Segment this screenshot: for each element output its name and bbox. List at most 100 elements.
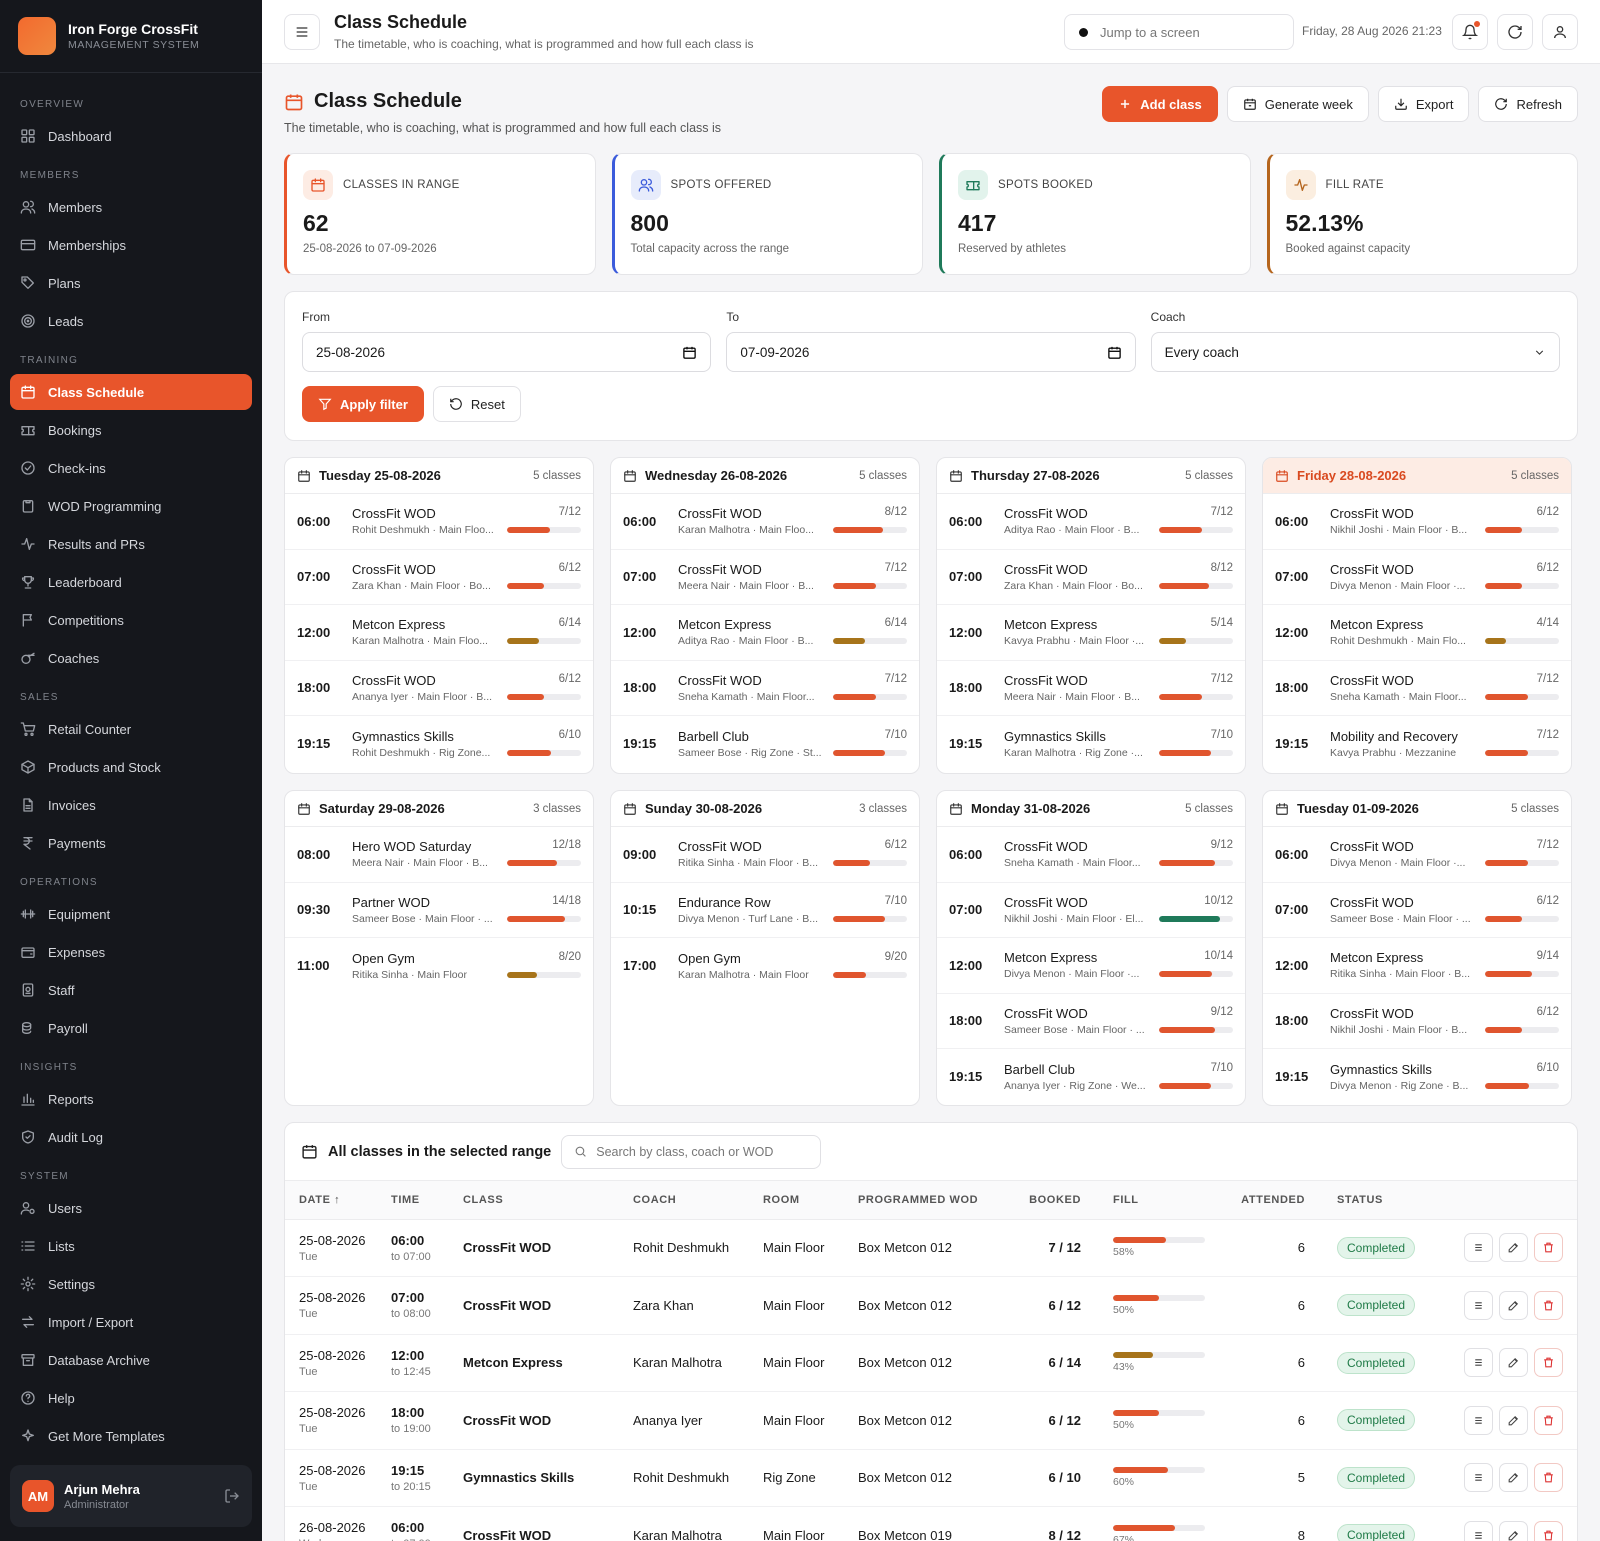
class-slot[interactable]: 12:00 Metcon Express 9/14 Ritika Sinha · Ma…	[1263, 938, 1571, 994]
row-edit-button[interactable]	[1499, 1520, 1528, 1541]
class-slot[interactable]: 19:15 Barbell Club 7/10 Sameer Bose · Rig Z…	[611, 716, 919, 772]
class-slot[interactable]: 18:00 CrossFit WOD 6/12 Ananya Iyer · Main …	[285, 661, 593, 716]
class-slot[interactable]: 07:00 CrossFit WOD 7/12 Meera Nair · Main F…	[611, 550, 919, 605]
sidebar-item-help[interactable]: Help	[10, 1380, 252, 1416]
sidebar-item-equipment[interactable]: Equipment	[10, 896, 252, 932]
row-edit-button[interactable]	[1499, 1233, 1528, 1263]
row-details-button[interactable]	[1464, 1290, 1493, 1320]
menu-toggle-button[interactable]	[284, 13, 320, 50]
class-slot[interactable]: 07:00 CrossFit WOD 8/12 Zara Khan · Main Fl…	[937, 550, 1245, 605]
table-row[interactable]: 25-08-2026 Tue 06:00 to 07:00 CrossFit WOD Ro…	[285, 1219, 1577, 1277]
class-slot[interactable]: 10:15 Endurance Row 7/10 Divya Menon · Turf…	[611, 883, 919, 938]
sidebar-item-payroll[interactable]: Payroll	[10, 1010, 252, 1046]
class-slot[interactable]: 19:15 Gymnastics Skills 6/10 Rohit Deshmukh…	[285, 716, 593, 772]
account-button[interactable]	[1542, 14, 1578, 50]
sidebar-item-members[interactable]: Members	[10, 189, 252, 225]
row-delete-button[interactable]	[1534, 1348, 1563, 1378]
class-slot[interactable]: 09:30 Partner WOD 14/18 Sameer Bose · Main …	[285, 883, 593, 938]
jump-to-screen-input[interactable]: Jump to a screen	[1064, 14, 1294, 50]
class-slot[interactable]: 07:00 CrossFit WOD 6/12 Divya Menon · Main …	[1263, 550, 1571, 605]
class-slot[interactable]: 19:15 Barbell Club 7/10 Ananya Iyer · Rig Z…	[937, 1049, 1245, 1105]
sidebar-item-retail-counter[interactable]: Retail Counter	[10, 711, 252, 747]
class-slot[interactable]: 18:00 CrossFit WOD 7/12 Sneha Kamath · Main…	[611, 661, 919, 716]
notifications-button[interactable]	[1452, 14, 1488, 50]
row-edit-button[interactable]	[1499, 1348, 1528, 1378]
sidebar-item-class-schedule[interactable]: Class Schedule	[10, 374, 252, 410]
class-slot[interactable]: 06:00 CrossFit WOD 7/12 Aditya Rao · Main F…	[937, 494, 1245, 550]
sidebar-item-results-and-prs[interactable]: Results and PRs	[10, 526, 252, 562]
from-date-input[interactable]: 25-08-2026	[302, 332, 712, 372]
row-delete-button[interactable]	[1534, 1233, 1563, 1263]
sidebar-item-competitions[interactable]: Competitions	[10, 602, 252, 638]
sidebar-item-coaches[interactable]: Coaches	[10, 640, 252, 676]
sidebar-item-dashboard[interactable]: Dashboard	[10, 118, 252, 154]
row-delete-button[interactable]	[1534, 1520, 1563, 1541]
calendar-icon[interactable]	[682, 345, 697, 360]
class-slot[interactable]: 06:00 CrossFit WOD 9/12 Sneha Kamath · Main…	[937, 827, 1245, 883]
sidebar-item-reports[interactable]: Reports	[10, 1081, 252, 1117]
sidebar-item-plans[interactable]: Plans	[10, 265, 252, 301]
sidebar-item-lists[interactable]: Lists	[10, 1228, 252, 1264]
class-slot[interactable]: 11:00 Open Gym 8/20 Ritika Sinha · Main Flo…	[285, 938, 593, 994]
reload-button[interactable]	[1497, 14, 1533, 50]
row-details-button[interactable]	[1464, 1463, 1493, 1493]
sidebar-item-staff[interactable]: Staff	[10, 972, 252, 1008]
class-slot[interactable]: 18:00 CrossFit WOD 7/12 Sneha Kamath · Main…	[1263, 661, 1571, 716]
row-edit-button[interactable]	[1499, 1405, 1528, 1435]
table-row[interactable]: 25-08-2026 Tue 07:00 to 08:00 CrossFit WOD Za…	[285, 1276, 1577, 1335]
to-date-input[interactable]: 07-09-2026	[726, 332, 1136, 372]
table-row[interactable]: 25-08-2026 Tue 19:15 to 20:15 Gymnastics Ski…	[285, 1449, 1577, 1507]
add-class-button[interactable]: Add class	[1102, 86, 1218, 122]
table-row[interactable]: 25-08-2026 Tue 12:00 to 12:45 Metcon Express…	[285, 1334, 1577, 1392]
sidebar-item-users[interactable]: Users	[10, 1190, 252, 1226]
generate-week-button[interactable]: Generate week	[1226, 86, 1369, 122]
coach-select[interactable]: Every coach	[1150, 332, 1560, 372]
sidebar-item-settings[interactable]: Settings	[10, 1266, 252, 1302]
class-slot[interactable]: 12:00 Metcon Express 6/14 Aditya Rao · Main…	[611, 605, 919, 661]
sidebar-item-database-archive[interactable]: Database Archive	[10, 1342, 252, 1378]
sidebar-item-memberships[interactable]: Memberships	[10, 227, 252, 263]
apply-filter-button[interactable]: Apply filter	[302, 386, 424, 422]
class-slot[interactable]: 06:00 CrossFit WOD 8/12 Karan Malhotra · Ma…	[611, 494, 919, 550]
sidebar-item-payments[interactable]: Payments	[10, 825, 252, 861]
row-delete-button[interactable]	[1534, 1463, 1563, 1493]
class-slot[interactable]: 07:00 CrossFit WOD 6/12 Zara Khan · Main Fl…	[285, 550, 593, 605]
sidebar-item-audit-log[interactable]: Audit Log	[10, 1119, 252, 1155]
reset-filter-button[interactable]: Reset	[432, 386, 521, 422]
row-delete-button[interactable]	[1534, 1290, 1563, 1320]
class-slot[interactable]: 12:00 Metcon Express 4/14 Rohit Deshmukh · …	[1263, 605, 1571, 661]
class-slot[interactable]: 18:00 CrossFit WOD 7/12 Meera Nair · Main F…	[937, 661, 1245, 716]
user-profile[interactable]: AM Arjun Mehra Administrator	[10, 1465, 252, 1527]
sidebar-item-leads[interactable]: Leads	[10, 303, 252, 339]
class-slot[interactable]: 06:00 CrossFit WOD 7/12 Rohit Deshmukh · Ma…	[285, 494, 593, 550]
class-slot[interactable]: 09:00 CrossFit WOD 6/12 Ritika Sinha · Main…	[611, 827, 919, 883]
class-slot[interactable]: 12:00 Metcon Express 5/14 Kavya Prabhu · Ma…	[937, 605, 1245, 661]
sidebar-item-bookings[interactable]: Bookings	[10, 412, 252, 448]
sidebar-item-leaderboard[interactable]: Leaderboard	[10, 564, 252, 600]
table-row[interactable]: 25-08-2026 Tue 18:00 to 19:00 CrossFit WOD An…	[285, 1391, 1577, 1450]
sidebar-item-invoices[interactable]: Invoices	[10, 787, 252, 823]
class-slot[interactable]: 07:00 CrossFit WOD 10/12 Nikhil Joshi · Mai…	[937, 883, 1245, 938]
class-slot[interactable]: 19:15 Gymnastics Skills 7/10 Karan Malhotra…	[937, 716, 1245, 772]
refresh-button[interactable]: Refresh	[1478, 86, 1578, 122]
class-slot[interactable]: 18:00 CrossFit WOD 9/12 Sameer Bose · Main …	[937, 994, 1245, 1049]
sidebar-item-wod-programming[interactable]: WOD Programming	[10, 488, 252, 524]
row-edit-button[interactable]	[1499, 1463, 1528, 1493]
row-details-button[interactable]	[1464, 1405, 1493, 1435]
class-slot[interactable]: 07:00 CrossFit WOD 6/12 Sameer Bose · Main …	[1263, 883, 1571, 938]
logout-icon[interactable]	[224, 1488, 240, 1504]
class-slot[interactable]: 06:00 CrossFit WOD 7/12 Divya Menon · Main …	[1263, 827, 1571, 883]
sidebar-item-products-and-stock[interactable]: Products and Stock	[10, 749, 252, 785]
class-slot[interactable]: 06:00 CrossFit WOD 6/12 Nikhil Joshi · Main…	[1263, 494, 1571, 550]
export-button[interactable]: Export	[1377, 86, 1470, 122]
class-slot[interactable]: 12:00 Metcon Express 6/14 Karan Malhotra · …	[285, 605, 593, 661]
sidebar-item-expenses[interactable]: Expenses	[10, 934, 252, 970]
row-edit-button[interactable]	[1499, 1290, 1528, 1320]
row-details-button[interactable]	[1464, 1348, 1493, 1378]
column-header[interactable]: DATE ↑	[285, 1181, 385, 1220]
calendar-icon[interactable]	[1107, 345, 1122, 360]
row-details-button[interactable]	[1464, 1233, 1493, 1263]
class-slot[interactable]: 19:15 Mobility and Recovery 7/12 Kavya Prab…	[1263, 716, 1571, 772]
row-details-button[interactable]	[1464, 1520, 1493, 1541]
class-slot[interactable]: 08:00 Hero WOD Saturday 12/18 Meera Nair · …	[285, 827, 593, 883]
